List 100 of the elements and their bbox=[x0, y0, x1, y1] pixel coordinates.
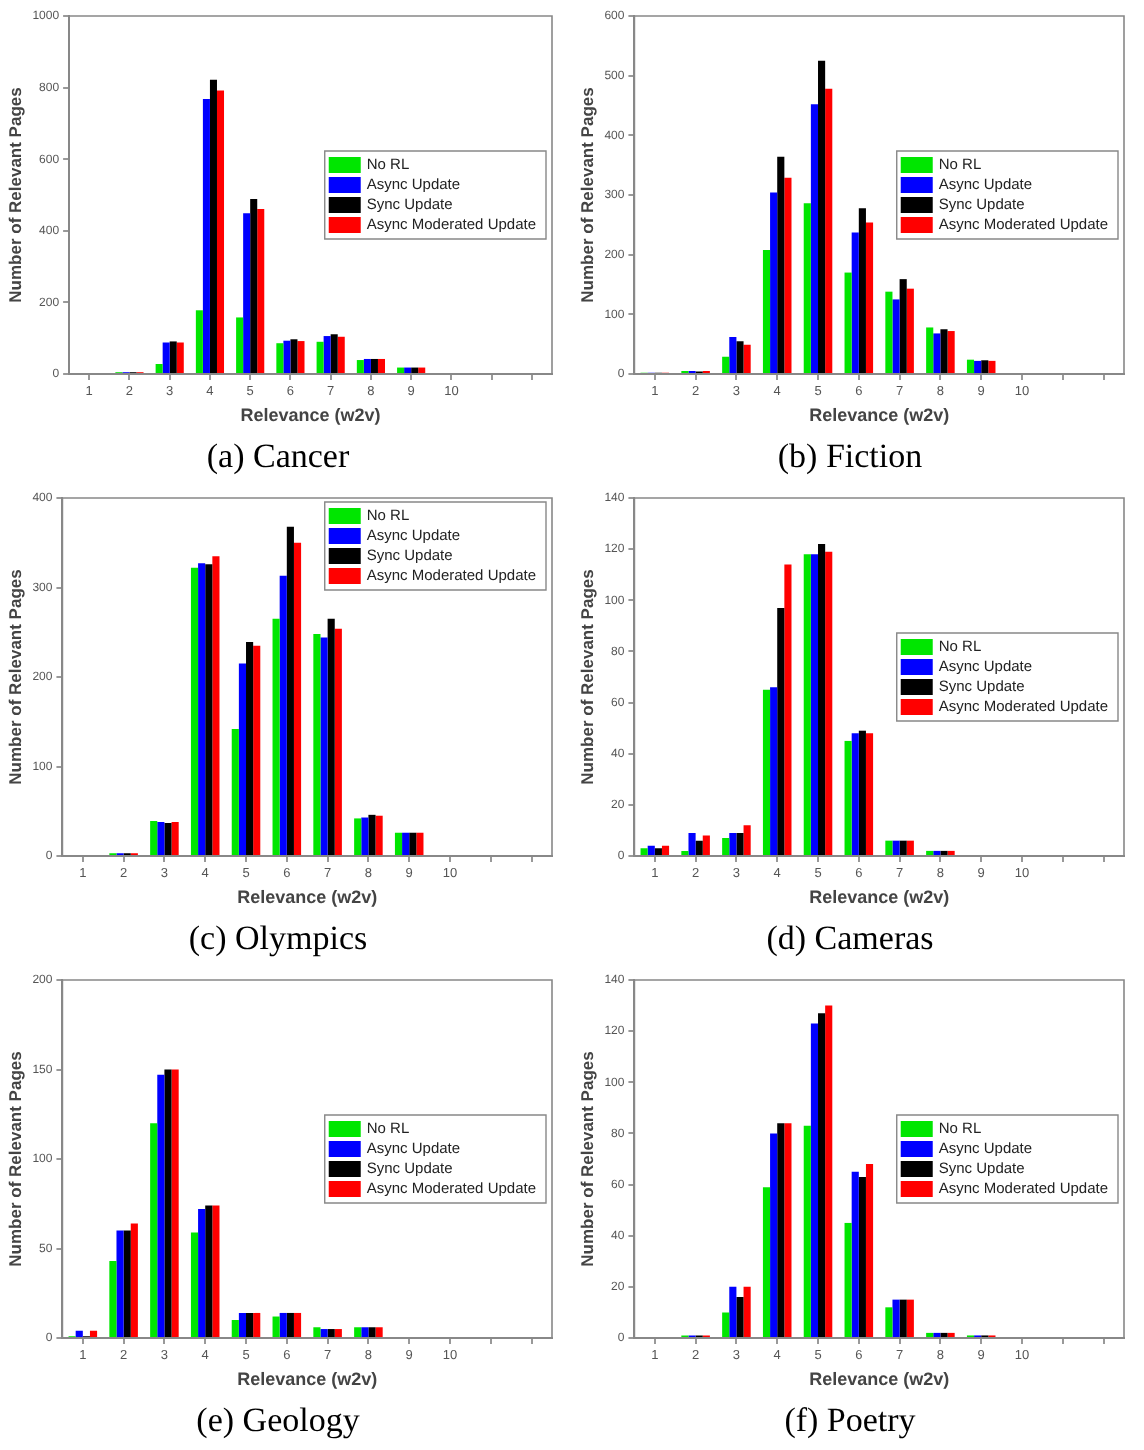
text: (f) Poetry bbox=[784, 1400, 917, 1439]
bar bbox=[825, 88, 833, 373]
bar bbox=[899, 840, 907, 855]
bar bbox=[283, 340, 291, 373]
bar bbox=[205, 564, 213, 855]
bar bbox=[375, 815, 383, 855]
y-axis-title: Number of Relevant Pages bbox=[4, 86, 25, 303]
bar bbox=[695, 840, 703, 855]
x-axis-title: Relevance (w2v) bbox=[809, 405, 950, 426]
bar bbox=[190, 567, 199, 855]
x-axis-title: Relevance (w2v) bbox=[240, 405, 381, 426]
bar bbox=[844, 740, 852, 855]
bar bbox=[272, 1316, 280, 1337]
bar bbox=[375, 1327, 383, 1337]
bar bbox=[205, 1205, 213, 1337]
bar bbox=[171, 821, 179, 855]
bar bbox=[195, 310, 203, 373]
bar bbox=[743, 344, 751, 373]
bar bbox=[810, 1023, 819, 1337]
y-axis-title: Number of Relevant Pages bbox=[4, 1050, 25, 1267]
text: (d) Cameras bbox=[766, 918, 934, 957]
x-axis-title: Relevance (w2v) bbox=[809, 1369, 950, 1390]
bar bbox=[238, 1312, 247, 1337]
bar bbox=[363, 358, 371, 373]
bar bbox=[844, 272, 852, 373]
bar bbox=[865, 222, 874, 373]
bar bbox=[250, 198, 258, 373]
bar bbox=[777, 156, 785, 373]
bar bbox=[777, 607, 785, 855]
bar bbox=[327, 618, 335, 855]
bar bbox=[810, 104, 819, 373]
bar bbox=[320, 637, 328, 855]
bar bbox=[397, 367, 405, 373]
bar bbox=[818, 1013, 826, 1337]
bar bbox=[865, 1164, 874, 1337]
bar bbox=[818, 60, 826, 373]
bar bbox=[198, 1209, 206, 1337]
bar bbox=[231, 728, 239, 855]
bar bbox=[361, 1327, 369, 1337]
bar bbox=[851, 1171, 859, 1337]
bar bbox=[885, 1307, 893, 1337]
bar bbox=[409, 832, 417, 855]
bar bbox=[702, 835, 710, 855]
bar bbox=[368, 1327, 376, 1337]
bar bbox=[238, 663, 247, 855]
bar bbox=[109, 1261, 117, 1337]
bar bbox=[293, 542, 302, 855]
bar bbox=[825, 1005, 833, 1337]
bar bbox=[361, 817, 369, 855]
bar bbox=[926, 327, 934, 373]
bar bbox=[947, 331, 955, 373]
bar bbox=[892, 840, 900, 855]
bar bbox=[404, 367, 412, 373]
bar bbox=[327, 1329, 335, 1337]
bar bbox=[851, 733, 859, 855]
bar bbox=[176, 342, 184, 373]
bar bbox=[899, 279, 907, 373]
bar bbox=[661, 845, 670, 855]
bar bbox=[818, 544, 826, 855]
bar bbox=[885, 840, 893, 855]
bar bbox=[729, 337, 737, 373]
bar bbox=[906, 1299, 914, 1337]
bar bbox=[162, 342, 170, 373]
bar bbox=[290, 339, 298, 373]
bar bbox=[416, 832, 424, 855]
bar bbox=[212, 556, 220, 855]
bar bbox=[784, 177, 792, 373]
bar bbox=[736, 832, 744, 855]
bar bbox=[988, 360, 996, 373]
bar bbox=[198, 563, 206, 855]
y-axis-title: Number of Relevant Pages bbox=[576, 86, 597, 303]
bar bbox=[150, 1123, 158, 1337]
bar bbox=[368, 814, 376, 855]
bar bbox=[293, 1312, 302, 1337]
y-axis-title: Number of Relevant Pages bbox=[576, 1050, 597, 1267]
bar bbox=[899, 1299, 907, 1337]
bar bbox=[803, 203, 811, 373]
bar bbox=[784, 564, 792, 855]
x-axis-title: Relevance (w2v) bbox=[809, 887, 950, 908]
bar bbox=[402, 832, 410, 855]
bar bbox=[75, 1330, 83, 1337]
bar bbox=[157, 821, 165, 855]
bar bbox=[209, 79, 217, 373]
text: (b) Fiction bbox=[777, 436, 924, 475]
bar bbox=[933, 333, 941, 373]
bar bbox=[770, 687, 778, 855]
bar bbox=[257, 208, 265, 373]
bar bbox=[155, 363, 163, 373]
bar bbox=[123, 1230, 131, 1337]
bar bbox=[377, 358, 385, 373]
bar bbox=[330, 334, 338, 373]
bar bbox=[647, 845, 655, 855]
bar bbox=[851, 232, 859, 373]
bar bbox=[803, 1125, 811, 1337]
bar bbox=[411, 367, 419, 373]
bar bbox=[736, 1297, 744, 1337]
bar bbox=[216, 90, 225, 373]
bar bbox=[130, 1223, 138, 1337]
x-axis-title: Relevance (w2v) bbox=[237, 887, 378, 908]
bar bbox=[169, 341, 177, 373]
